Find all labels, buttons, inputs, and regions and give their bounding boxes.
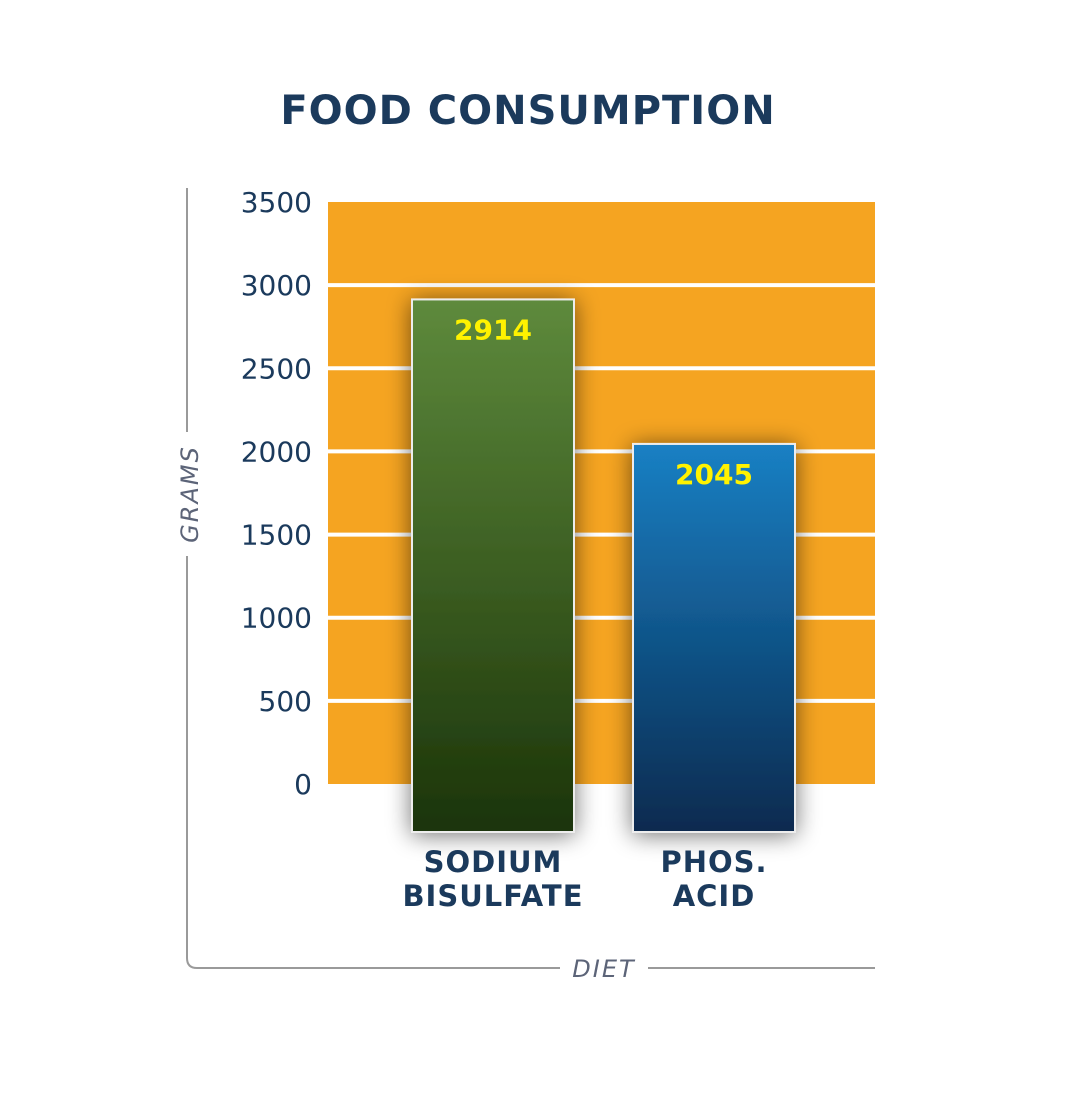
- bar: [411, 298, 575, 833]
- axis-corner-line: [186, 556, 560, 969]
- x-tick-label: SODIUM: [424, 845, 563, 879]
- bar: [632, 442, 796, 833]
- y-axis-title: GRAMS: [176, 445, 204, 543]
- y-tick-label: 2500: [241, 352, 312, 385]
- y-tick-label: 3500: [241, 186, 312, 219]
- x-axis-title: DIET: [572, 955, 636, 983]
- y-tick-label: 1000: [241, 602, 312, 635]
- x-tick-label: BISULFATE: [402, 879, 583, 913]
- data-label: 2914: [454, 313, 532, 346]
- chart-title: FOOD CONSUMPTION: [280, 88, 775, 134]
- y-tick-label: 1500: [241, 519, 312, 552]
- y-tick-label: 500: [259, 685, 312, 718]
- data-label: 2045: [675, 458, 753, 491]
- x-tick-label: PHOS.: [660, 845, 767, 879]
- x-tick-label: ACID: [673, 879, 756, 913]
- y-tick-label: 2000: [241, 435, 312, 468]
- y-tick-label: 0: [294, 768, 312, 801]
- y-tick-label: 3000: [241, 269, 312, 302]
